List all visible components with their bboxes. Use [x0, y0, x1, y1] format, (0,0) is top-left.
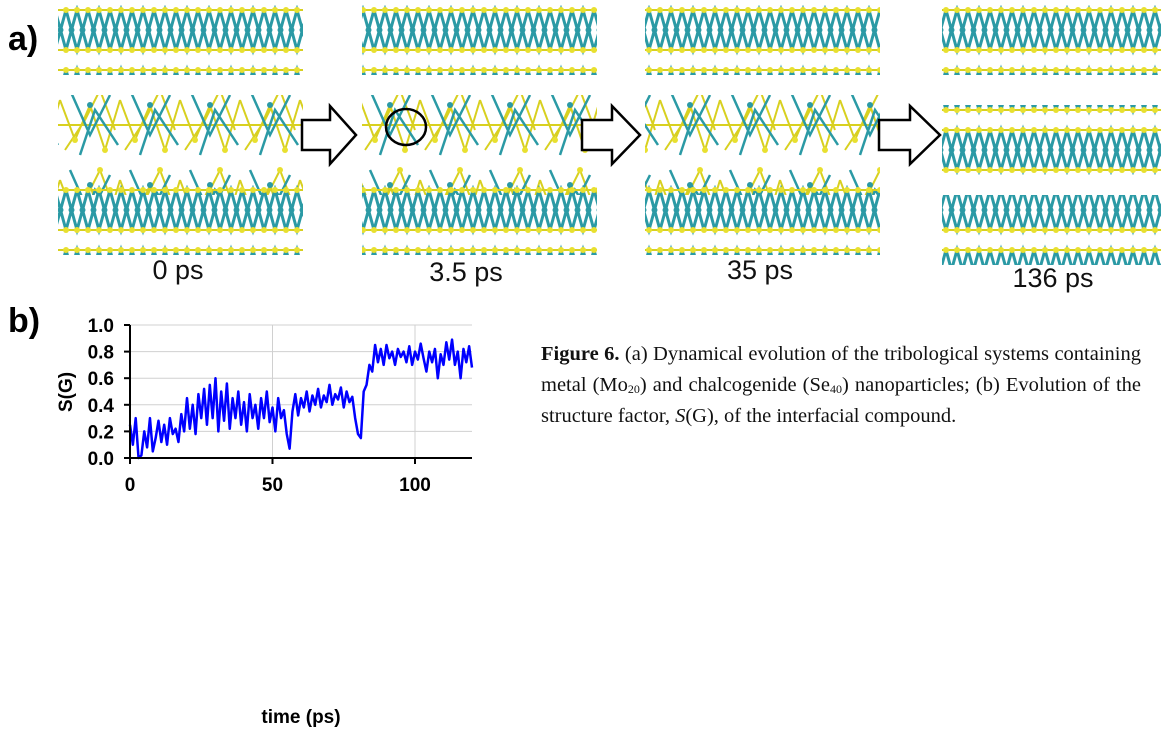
cluster [58, 95, 303, 195]
snapshot-label: 136 ps [1012, 263, 1093, 293]
y-tick-label: 0.6 [88, 369, 114, 390]
caption-subscript: 20 [627, 382, 640, 396]
arrows [300, 102, 942, 168]
caption-subscript: 40 [829, 382, 842, 396]
x-axis-label: time (ps) [261, 707, 340, 728]
x-tick-label: 50 [262, 475, 283, 496]
caption-text: ) and chalcogenide (Se [639, 374, 830, 396]
caption: Figure 6. (a) Dynamical evolution of the… [541, 339, 1141, 432]
caption-text: ) nanoparticles; (b) Evolution of the st… [541, 374, 1141, 427]
y-axis-label: S(G) [56, 372, 77, 412]
caption-text: (G), of the interfacial compound. [685, 405, 957, 427]
panel-label: a) [8, 20, 38, 58]
layer [645, 185, 880, 255]
layer [362, 5, 597, 75]
layer [942, 5, 1161, 75]
x-tick-label: 100 [399, 475, 431, 496]
layer [942, 105, 1161, 175]
caption-label: Figure 6. [541, 343, 620, 365]
cluster [645, 95, 880, 195]
caption-italic: S [675, 405, 686, 427]
y-tick-label: 0.8 [88, 343, 114, 364]
layer [58, 5, 303, 75]
snapshot-label: 35 ps [727, 255, 793, 285]
y-tick-label: 0.0 [88, 449, 114, 470]
arrow [300, 102, 358, 168]
caption-text: (a) Dynamical evolution of the tribologi… [541, 343, 1141, 396]
arrow [877, 103, 942, 167]
data-line [128, 338, 474, 460]
y-tick-label: 0.4 [88, 396, 115, 417]
layer [942, 195, 1161, 265]
layer [362, 185, 597, 255]
highlight [384, 107, 428, 147]
snapshot-label: 3.5 ps [429, 257, 503, 287]
snapshot-label: 0 ps [152, 255, 203, 285]
arrow [580, 102, 642, 168]
layer [645, 5, 880, 75]
x-tick-label: 0 [125, 475, 136, 496]
layer [58, 185, 303, 255]
panel-label: b) [8, 302, 40, 340]
y-tick-label: 1.0 [88, 316, 114, 337]
y-tick-label: 0.2 [88, 422, 114, 443]
snapshots [58, 5, 1161, 265]
